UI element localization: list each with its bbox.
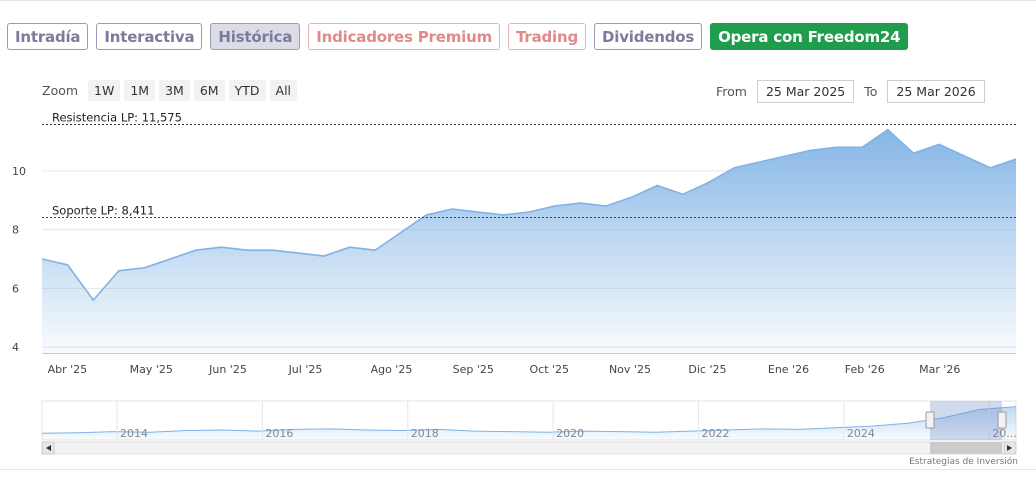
zoom-button-6m[interactable]: 6M <box>193 80 225 101</box>
navigator-area <box>42 406 1016 440</box>
to-date-input[interactable]: 25 Mar 2026 <box>887 80 985 103</box>
chevron-left-icon <box>46 445 51 451</box>
tab-dividendos[interactable]: Dividendos <box>594 23 703 50</box>
x-tick-label: Abr '25 <box>48 363 88 376</box>
zoom-button-1w[interactable]: 1W <box>88 80 121 101</box>
from-date-input[interactable]: 25 Mar 2025 <box>756 80 855 103</box>
bottom-divider <box>0 469 1036 470</box>
zoom-button-ytd[interactable]: YTD <box>228 80 266 101</box>
zoom-button-1m[interactable]: 1M <box>124 80 156 101</box>
tab-trading[interactable]: Trading <box>508 23 587 50</box>
x-axis: Abr '25 May '25 Jun '25 Jul '25 Ago '25 Sep '… <box>48 363 961 376</box>
reference-line-label: Soporte LP: 8,411 <box>52 204 154 218</box>
zoom-label: Zoom <box>42 83 79 98</box>
navigator-tick-label: 2016 <box>265 427 293 440</box>
tab-interactiva[interactable]: Interactiva <box>96 23 203 50</box>
x-tick-label: Oct '25 <box>530 363 570 376</box>
navigator-tick-label: 2022 <box>701 427 729 440</box>
zoom-button-3m[interactable]: 3M <box>159 80 190 101</box>
x-tick-label: Jun '25 <box>208 363 247 376</box>
date-range: From 25 Mar 2025 To 25 Mar 2026 <box>716 80 995 103</box>
x-tick-label: Nov '25 <box>609 363 651 376</box>
chart-tabs: Intradía Interactiva Histórica Indicador… <box>7 23 909 50</box>
x-tick-label: Ago '25 <box>371 363 413 376</box>
tab-indicadores-premium[interactable]: Indicadores Premium <box>308 23 501 50</box>
x-tick-label: Sep '25 <box>453 363 494 376</box>
navigator-selection <box>930 401 1002 440</box>
top-divider <box>0 0 1036 1</box>
from-label: From <box>716 84 747 99</box>
x-tick-label: Ene '26 <box>768 363 809 376</box>
reference-lines: Resistencia LP: 11,575 Soporte LP: 8,411 <box>42 111 1016 219</box>
to-label: To <box>864 84 878 99</box>
x-tick-label: May '25 <box>130 363 173 376</box>
navigator-handle-left <box>925 411 935 429</box>
tab-historica[interactable]: Histórica <box>210 23 301 50</box>
navigator-handle-right <box>997 411 1007 429</box>
price-area <box>42 129 1016 353</box>
x-tick-label: Mar '26 <box>919 363 960 376</box>
navigator-tick-label: 2024 <box>847 427 875 440</box>
y-tick-label: 6 <box>12 282 19 295</box>
credit-text: Estrategias de Inversión <box>909 457 1018 467</box>
x-tick-label: Feb '26 <box>845 363 885 376</box>
navigator-tick-label: 2014 <box>120 427 148 440</box>
y-tick-label: 10 <box>12 165 26 178</box>
y-tick-label: 4 <box>12 341 19 354</box>
opera-freedom24-button[interactable]: Opera con Freedom24 <box>710 23 909 50</box>
scrollbar-thumb <box>930 442 1002 454</box>
y-tick-label: 8 <box>12 224 19 237</box>
chevron-right-icon <box>1007 445 1012 451</box>
navigator-tick-label: 2020 <box>556 427 584 440</box>
x-tick-label: Dic '25 <box>688 363 726 376</box>
zoom-button-all[interactable]: All <box>269 80 298 101</box>
navigator-tick-label: 20... <box>992 427 1017 440</box>
x-tick-label: Jul '25 <box>288 363 323 376</box>
navigator-tick-label: 2018 <box>411 427 439 440</box>
scrollbar-track <box>41 441 1017 455</box>
reference-line-label: Resistencia LP: 11,575 <box>52 111 182 125</box>
price-line <box>41 128 1017 302</box>
navigator-line <box>41 406 1017 434</box>
y-axis: 4 6 8 10 <box>12 165 26 354</box>
navigator[interactable]: 2014 2016 2018 2020 2022 2024 20... <box>41 400 1017 455</box>
zoom-selector: Zoom 1W 1M 3M 6M YTD All <box>42 80 298 101</box>
tab-intradia[interactable]: Intradía <box>7 23 89 50</box>
